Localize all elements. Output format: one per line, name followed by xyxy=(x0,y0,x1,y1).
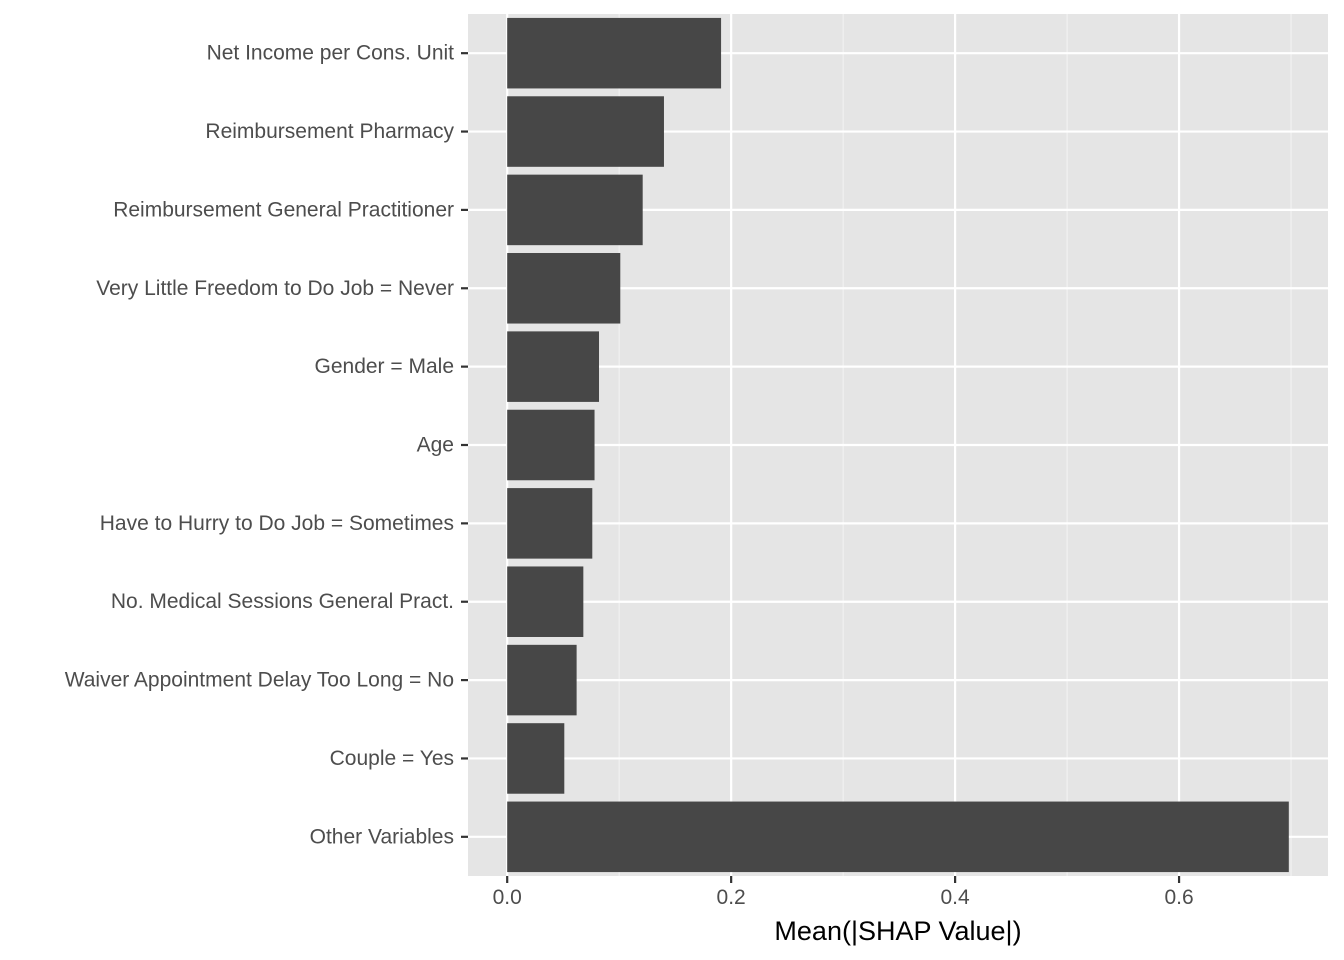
y-tick-label: No. Medical Sessions General Pract. xyxy=(111,590,454,613)
x-axis: 0.0 0.2 0.4 0.6 xyxy=(493,876,1194,909)
y-axis: Net Income per Cons. Unit Reimbursement P… xyxy=(65,42,468,848)
bar xyxy=(507,96,664,167)
bar xyxy=(507,174,643,246)
bar xyxy=(507,566,584,637)
y-tick-label: Have to Hurry to Do Job = Sometimes xyxy=(100,512,454,535)
bar xyxy=(507,17,722,89)
x-tick-label: 0.2 xyxy=(717,886,746,909)
y-tick-label: Gender = Male xyxy=(315,355,455,378)
x-axis-title: Mean(|SHAP Value|) xyxy=(774,916,1021,946)
y-tick-label: Couple = Yes xyxy=(330,747,454,770)
x-tick-label: 0.4 xyxy=(941,886,971,909)
bar xyxy=(507,488,593,559)
bar xyxy=(507,409,595,481)
y-tick-label: Waiver Appointment Delay Too Long = No xyxy=(65,669,454,692)
bars xyxy=(507,17,1289,873)
bar xyxy=(507,644,577,716)
y-tick-label: Age xyxy=(417,434,454,457)
y-tick-label: Reimbursement Pharmacy xyxy=(205,120,454,143)
y-tick-label: Reimbursement General Practitioner xyxy=(113,198,454,221)
y-tick-label: Very Little Freedom to Do Job = Never xyxy=(96,277,454,300)
y-tick-label: Net Income per Cons. Unit xyxy=(207,42,455,65)
bar xyxy=(507,253,621,324)
bar xyxy=(507,801,1289,873)
y-tick-label: Other Variables xyxy=(310,825,454,848)
bar xyxy=(507,723,565,794)
bar xyxy=(507,331,600,402)
x-tick-label: 0.0 xyxy=(493,886,522,909)
x-tick-label: 0.6 xyxy=(1164,886,1193,909)
